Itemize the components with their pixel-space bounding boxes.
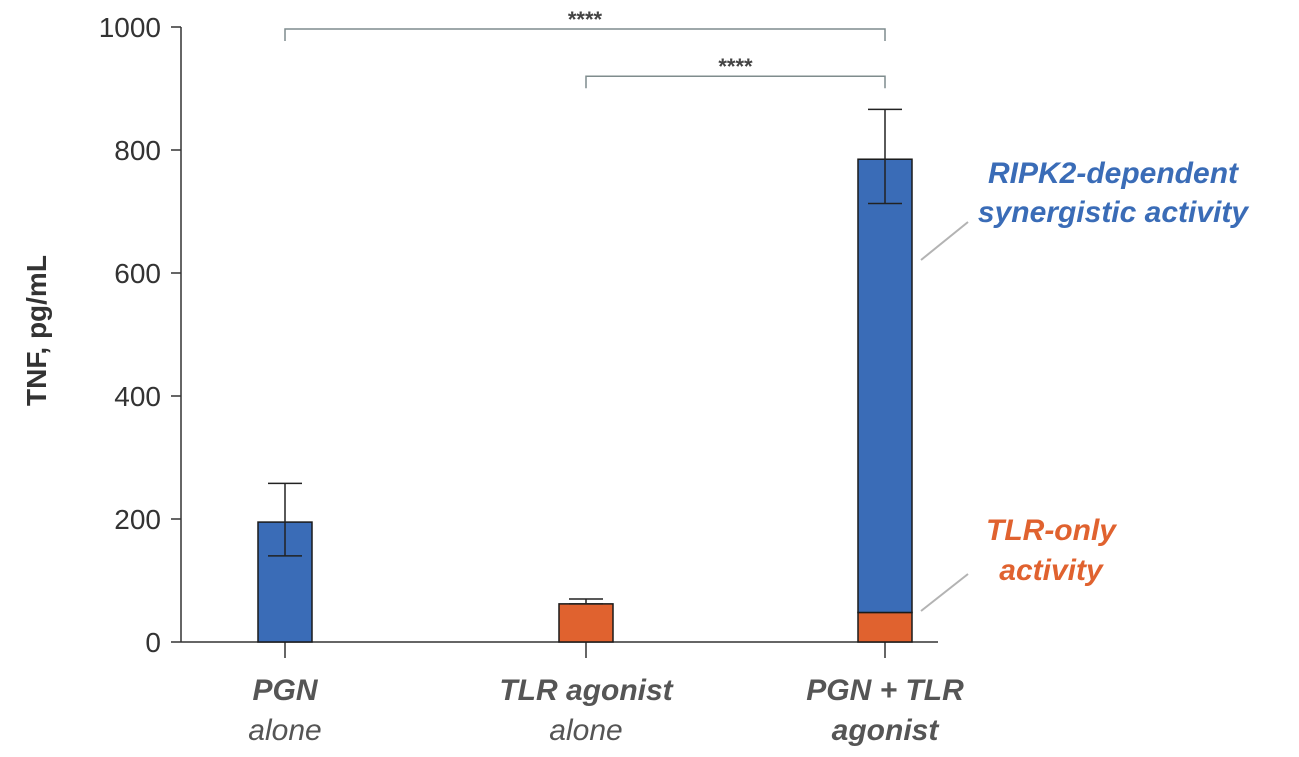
category-label-line1: PGN <box>252 674 318 707</box>
bar-segment <box>558 603 614 643</box>
annotation-leader-line <box>920 573 969 612</box>
annotation-leader-line <box>920 221 969 261</box>
y-tick-label: 200 <box>114 504 161 535</box>
category-label-line1: PGN + TLR <box>806 674 964 707</box>
category-label-line1: TLR agonist <box>499 674 674 707</box>
category-label-line2: alone <box>549 714 622 747</box>
y-axis-title: TNF, pg/mL <box>21 255 52 406</box>
y-tick-label: 1000 <box>99 12 161 43</box>
annotation-text: RIPK2-dependent <box>988 157 1240 190</box>
bar-segment <box>857 158 913 614</box>
significance-label: **** <box>568 7 603 32</box>
significance-bracket <box>284 28 886 41</box>
significance-label: **** <box>718 54 753 79</box>
y-tick-label: 600 <box>114 258 161 289</box>
category-label-line2: alone <box>248 714 321 747</box>
y-tick-label: 400 <box>114 381 161 412</box>
category-label-line2: agonist <box>832 714 941 747</box>
annotation-text: activity <box>999 554 1104 587</box>
y-tick-label: 0 <box>145 627 161 658</box>
annotation-text: synergistic activity <box>978 196 1249 229</box>
annotation-text: TLR-only <box>986 514 1117 547</box>
y-tick-label: 800 <box>114 135 161 166</box>
significance-bracket <box>585 75 886 89</box>
bar-segment <box>857 611 913 643</box>
